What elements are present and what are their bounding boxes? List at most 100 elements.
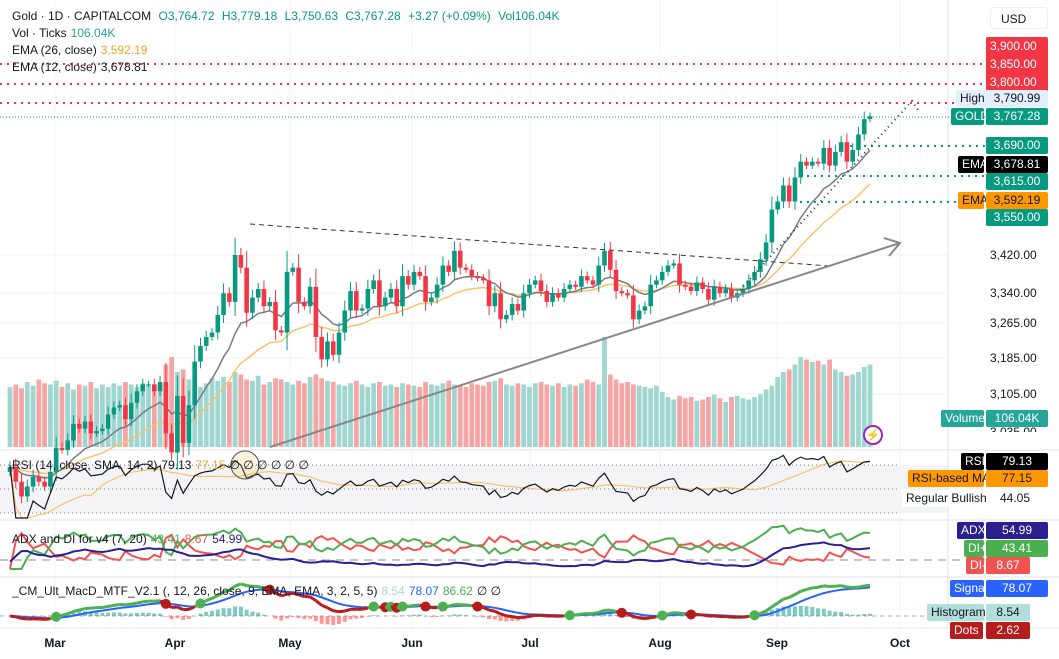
candle-body <box>82 421 88 429</box>
lightning-icon[interactable]: ⚡ <box>863 425 883 445</box>
candle-body <box>711 286 717 300</box>
volume-bar <box>509 385 515 447</box>
histogram-bar <box>302 616 307 620</box>
macd-line-segment <box>488 608 496 613</box>
symbol-name[interactable]: Gold · 1D · CAPITALCOM <box>12 9 152 23</box>
macd-line-segment <box>298 593 305 598</box>
volume-bar <box>532 383 538 447</box>
candle-body <box>296 267 301 302</box>
level-3550: 3,550.00 <box>986 209 1048 226</box>
macd-line-segment <box>661 612 669 617</box>
candle-body <box>504 314 509 320</box>
candle-body <box>227 293 232 302</box>
adx-title: ADX and DI for v4 (7, 20) <box>12 532 147 546</box>
ema26-legend-value: 3,592.19 <box>100 43 148 57</box>
volume-bar <box>682 398 688 447</box>
macd-line-segment <box>274 591 282 598</box>
macd-line-segment <box>246 584 253 588</box>
histogram-bar <box>233 606 238 616</box>
macd-line-segment <box>240 582 248 588</box>
candle-body <box>792 177 798 202</box>
histogram-bar <box>862 613 867 616</box>
candle-body <box>758 259 763 272</box>
macd-line-segment <box>823 584 830 588</box>
volume-value: Vol106.04K <box>498 9 560 23</box>
volume-bar <box>827 359 832 447</box>
histogram-bar <box>186 616 191 619</box>
ema26-legend[interactable]: EMA (26, close) 3,592.19 <box>12 42 151 59</box>
volume-bar <box>151 388 157 447</box>
volume-bar <box>365 387 371 447</box>
adx-legend[interactable]: ADX and DI for v4 (7, 20) 43.41 8.67 54.99 <box>12 531 246 548</box>
volume-bar <box>215 380 221 447</box>
currency-button[interactable]: USD <box>990 7 1048 29</box>
volume-bar <box>694 400 700 447</box>
candle-body <box>659 271 665 281</box>
histogram-bar <box>290 616 295 617</box>
candle-body <box>255 288 261 298</box>
histogram-bar <box>481 616 486 618</box>
candle-body <box>798 161 804 178</box>
candle-body <box>111 407 117 415</box>
candle-body <box>867 116 873 120</box>
candle-body <box>388 288 394 298</box>
histogram-bar <box>706 616 711 618</box>
histogram-bar <box>331 616 336 626</box>
candle-body <box>613 269 619 292</box>
candle-body <box>527 284 532 294</box>
histogram-bar <box>123 613 128 616</box>
rsi-axis-label: RSI <box>961 453 985 470</box>
volume-bar <box>590 382 596 447</box>
volume-bar <box>659 392 665 447</box>
histogram-bar <box>163 616 168 617</box>
candle-body <box>509 304 515 315</box>
macd-line-segment <box>523 614 530 619</box>
histogram-bar <box>417 614 422 616</box>
histogram-bar <box>94 612 99 616</box>
volume-bar <box>630 384 636 447</box>
rsi-legend[interactable]: RSI (14, close, SMA, 14, 2) 79.13 77.15 ∅ ∅… <box>12 457 313 474</box>
price-tick: 3,105.00 <box>990 387 1037 401</box>
macd-line-segment <box>506 614 513 619</box>
macd-line-segment <box>667 611 675 616</box>
macd-line-segment <box>136 600 144 605</box>
di-minus-axis-value: 8.67 <box>986 557 1030 574</box>
macd-legend[interactable]: _CM_Ult_MacD_MTF_V2.1 (, 12, 26, close, … <box>12 583 505 600</box>
volume-bar <box>232 372 238 447</box>
volume-bar <box>371 383 377 447</box>
histogram-bar <box>198 613 203 616</box>
histogram-bar <box>336 616 341 624</box>
candle-body <box>342 310 348 333</box>
low-value: L3,750.63 <box>284 9 338 23</box>
volume-bar <box>325 380 330 447</box>
candle-body <box>151 384 157 392</box>
volume-bar <box>209 378 215 447</box>
volume-legend[interactable]: Vol · Ticks 106.04K <box>12 25 119 42</box>
volume-bar <box>307 377 313 447</box>
candle-body <box>261 288 267 307</box>
candle-body <box>30 476 36 487</box>
histogram-bar <box>134 613 139 616</box>
macd-line-segment <box>782 595 790 601</box>
candle-body <box>325 341 330 360</box>
time-label-sep: Sep <box>765 636 789 650</box>
histogram-bar <box>111 612 116 616</box>
macd-line-segment <box>679 611 686 616</box>
macd-line-segment <box>228 584 236 592</box>
volume-bar <box>527 387 532 447</box>
volume-bar <box>729 397 734 447</box>
volume-bar <box>734 395 740 447</box>
histogram-bar <box>227 608 232 616</box>
ema12-legend[interactable]: EMA (12, close) 3,678.81 <box>12 59 151 76</box>
candle-body <box>579 276 584 287</box>
time-label-oct: Oct <box>889 636 911 650</box>
price-tick: 3,265.00 <box>990 316 1037 330</box>
volume-bar <box>492 380 498 447</box>
volume-bar <box>786 369 792 447</box>
candle-body <box>809 161 815 166</box>
volume-bar <box>405 384 411 447</box>
volume-bar <box>284 382 290 447</box>
volume-bar <box>573 385 579 447</box>
candle-body <box>140 384 146 392</box>
